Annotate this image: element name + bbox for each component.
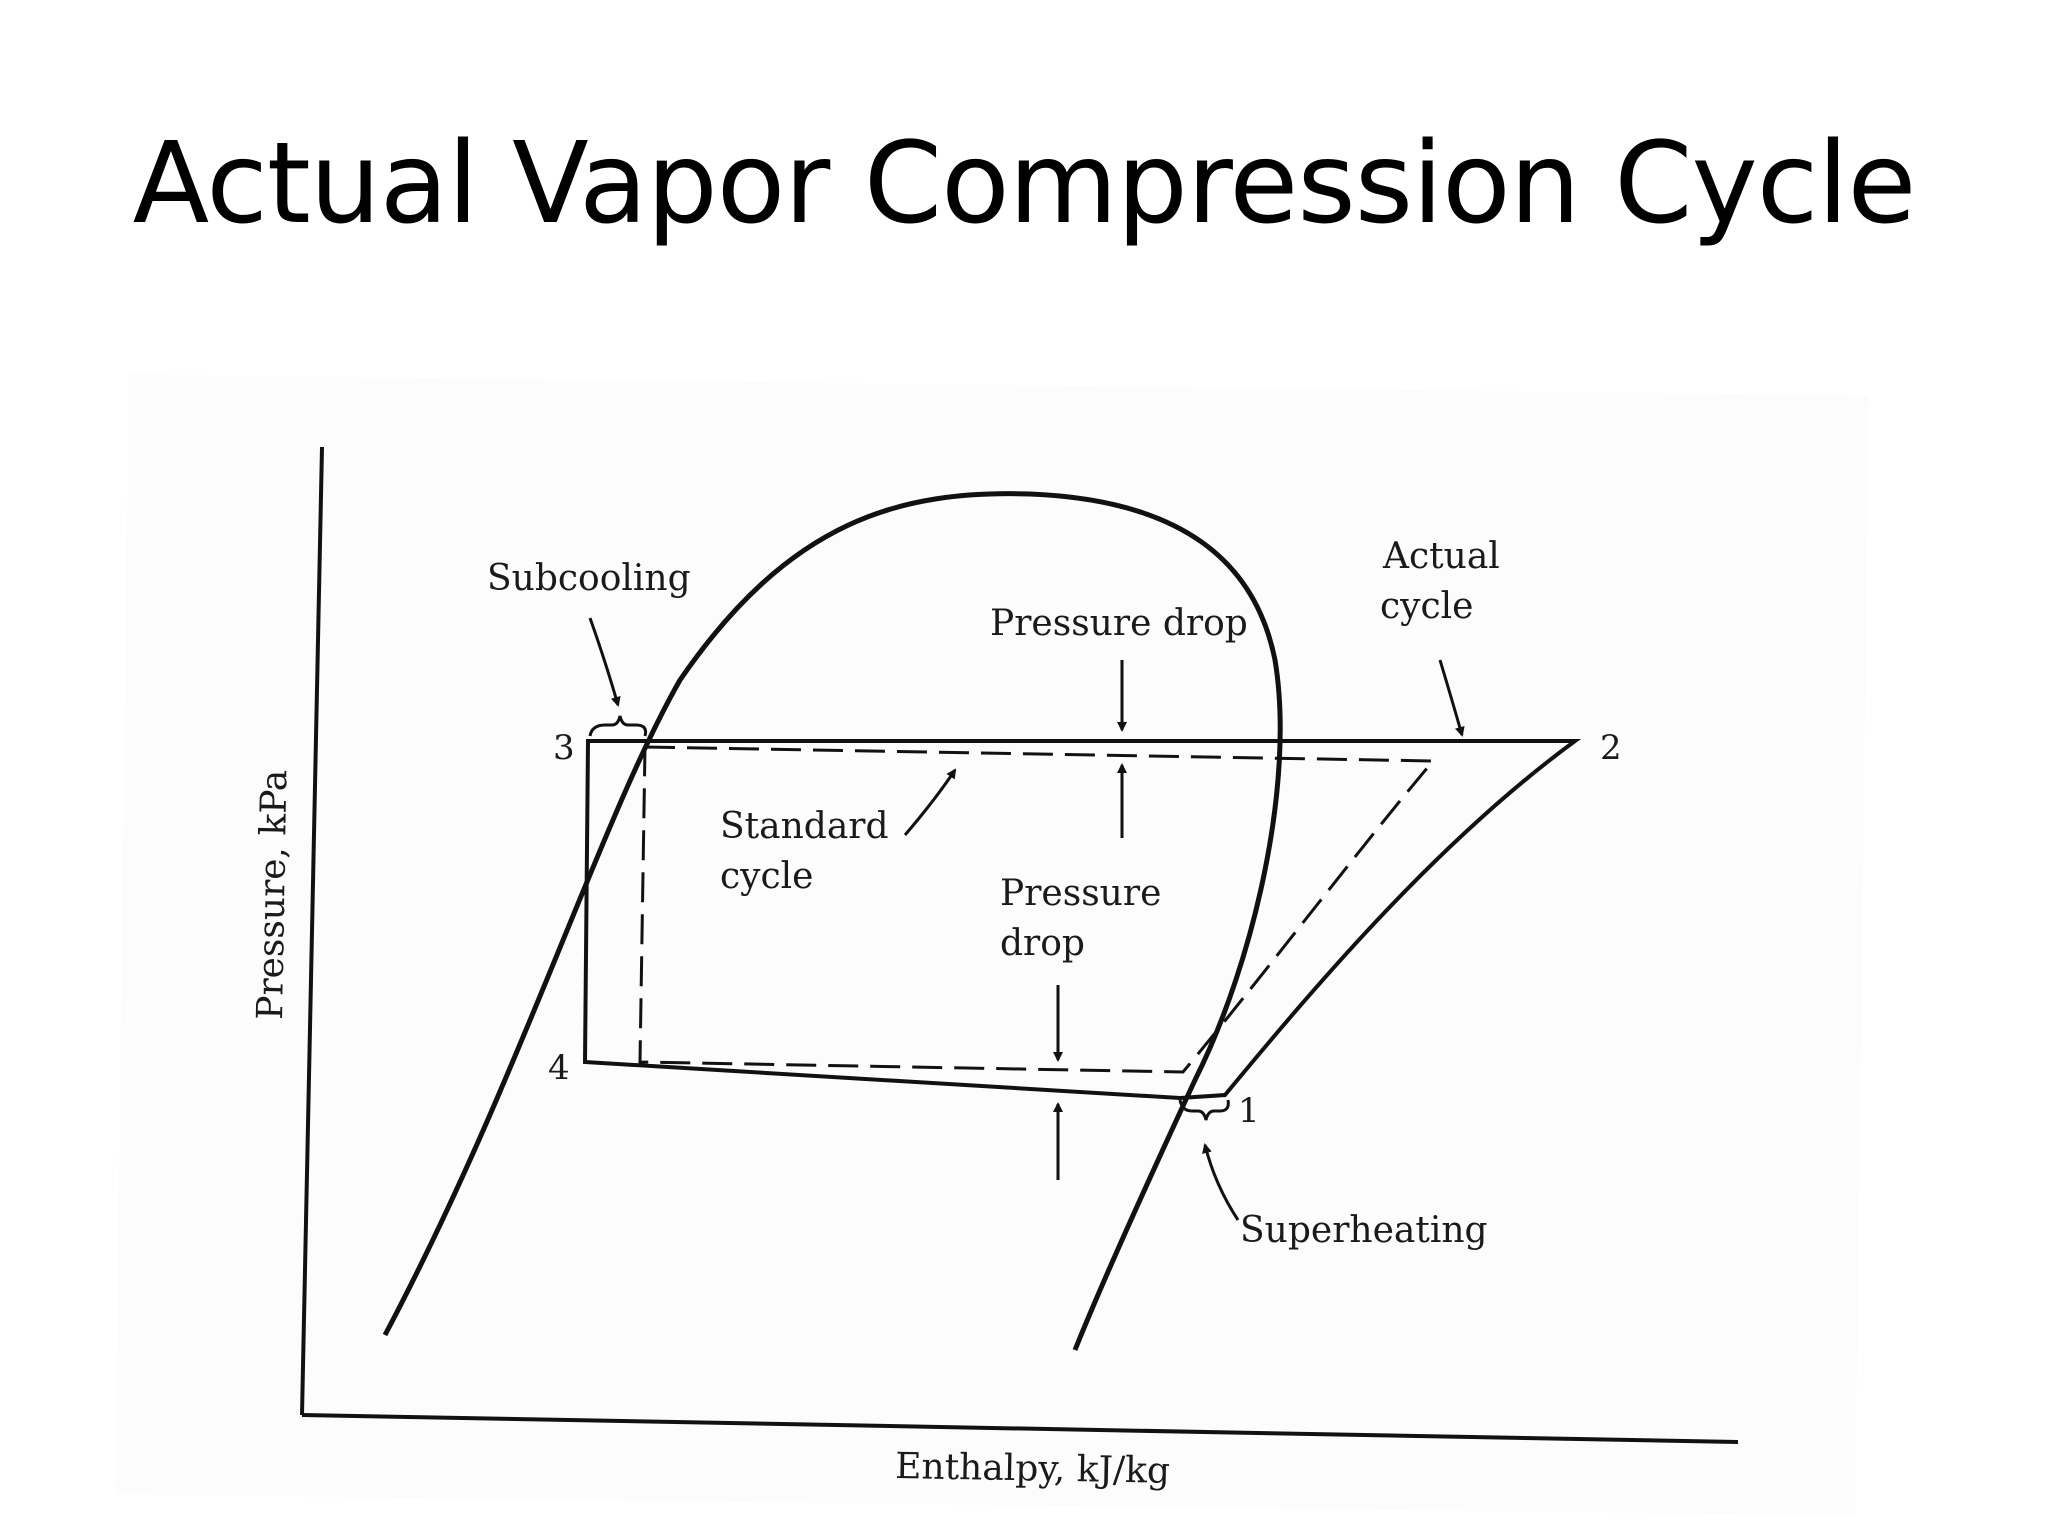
actual-cycle-arrow [1438,659,1465,737]
actual-cycle-label-line1: Actual [1382,536,1500,577]
pressure-drop-mid-label-line1: Pressure [1000,873,1161,914]
state-point-1-label: 1 [1238,1091,1260,1131]
pressure-drop-top-label: Pressure drop [990,603,1248,644]
standard-cycle-arrow [903,768,957,836]
subcooling-brace [588,715,648,737]
superheating-arrow [1202,1143,1240,1221]
saturation-dome [382,491,1283,1351]
state-point-4-label: 4 [548,1048,570,1088]
standard-cycle-label-line2: cycle [720,856,813,897]
superheating-brace [1178,1099,1230,1121]
slide-title: Actual Vapor Compression Cycle [132,119,1917,249]
actual-cycle [582,739,1582,1101]
superheating-label: Superheating [1240,1210,1488,1251]
y-axis-label: Pressure, kPa [250,769,295,1020]
y-axis [300,446,324,1416]
subcooling-label: Subcooling [487,558,691,599]
actual-cycle-label-line2: cycle [1380,586,1473,627]
standard-cycle-label-line1: Standard [720,806,889,847]
state-point-2-label: 2 [1600,728,1622,768]
state-point-3-label: 3 [553,728,575,768]
pressure-drop-mid-label-line2: drop [1000,923,1085,964]
x-axis [301,1413,1739,1444]
subcooling-arrow [588,617,621,707]
x-axis-label: Enthalpy, kJ/kg [895,1446,1171,1492]
